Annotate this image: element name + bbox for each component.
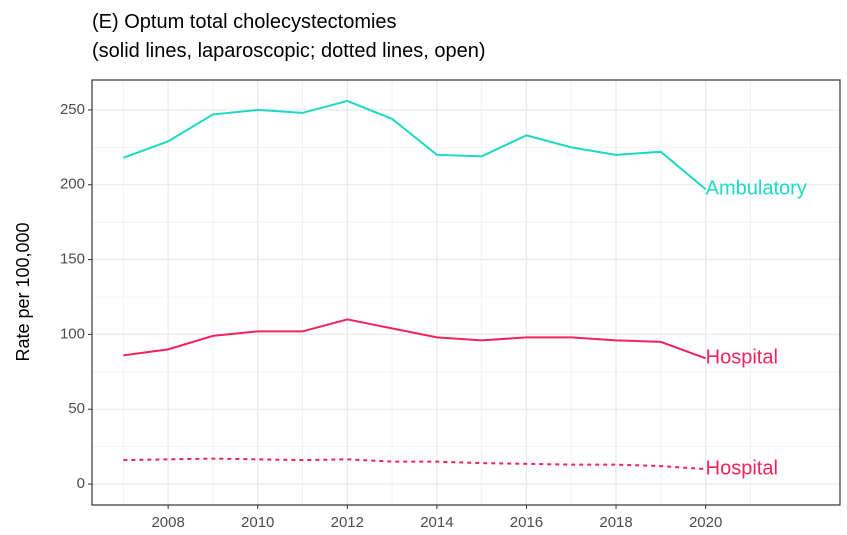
plot-border xyxy=(91,79,841,506)
series-label: Hospital xyxy=(706,457,778,479)
x-tick-label: 2012 xyxy=(331,514,364,531)
y-tick-label: 50 xyxy=(68,400,85,417)
y-axis-title: Rate per 100,000 xyxy=(13,222,33,361)
line xyxy=(123,99,707,191)
x-tick-label: 2014 xyxy=(420,514,453,531)
line xyxy=(123,318,706,360)
y-tick-label: 250 xyxy=(60,101,85,118)
x-tick-label: 2020 xyxy=(689,514,722,531)
y-tick-label: 200 xyxy=(60,176,85,193)
y-tick-label: 100 xyxy=(60,325,85,342)
x-tick-label: 2018 xyxy=(599,514,632,531)
line xyxy=(123,457,706,471)
y-tick-label: 0 xyxy=(77,475,85,492)
x-tick-label: 2016 xyxy=(510,514,543,531)
y-tick-label: 150 xyxy=(60,251,85,268)
x-tick-label: 2010 xyxy=(241,514,274,531)
chart-title-line: (E) Optum total cholecystectomies xyxy=(92,11,397,33)
series-label: Hospital xyxy=(706,347,778,369)
x-tick-label: 2008 xyxy=(151,514,184,531)
chart-title-line: (solid lines, laparoscopic; dotted lines… xyxy=(92,40,486,62)
series-label: Ambulatory xyxy=(706,178,807,200)
